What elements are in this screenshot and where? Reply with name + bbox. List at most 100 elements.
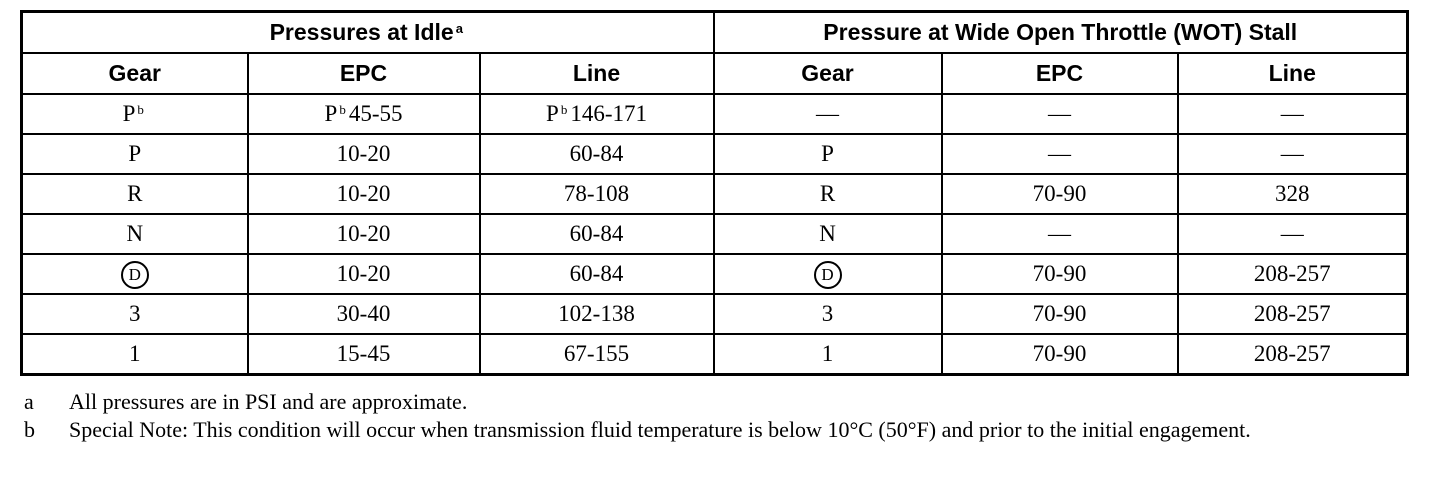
- cell-text: 1: [129, 341, 141, 366]
- column-header: Gear: [712, 52, 943, 95]
- column-header: EPC: [940, 52, 1179, 95]
- table-cell: R: [20, 173, 249, 215]
- circled-gear: D: [813, 260, 842, 289]
- footnote-text: Special Note: This condition will occur …: [69, 417, 1251, 442]
- cell-text: 208-257: [1253, 341, 1331, 366]
- cell-text: P: [122, 101, 136, 126]
- cell-text: —: [1280, 221, 1304, 246]
- table-row: 3 30-40 102-138 3 70-90 208-257: [20, 293, 1409, 335]
- footnote-mark: b: [137, 102, 144, 117]
- table-row: R 10-20 78-108 R 70-90 328: [20, 173, 1409, 215]
- cell-text: 208-257: [1253, 261, 1331, 286]
- table-row: D 10-20 60-84 D 70-90 208-257: [20, 253, 1409, 295]
- cell-text: EPC: [1035, 60, 1084, 86]
- footnote-text: All pressures are in PSI and are approxi…: [69, 389, 468, 414]
- pressure-table: Pressures at Idle a Pressure at Wide Open …: [20, 10, 1409, 376]
- cell-text: N: [126, 221, 144, 246]
- group-header: Pressures at Idle a: [20, 10, 715, 54]
- cell-text: 78-108: [563, 181, 630, 206]
- cell-text: EPC: [339, 60, 388, 86]
- cell-text: 1: [821, 341, 834, 366]
- column-header-row: Gear EPC Line Gear EPC Line: [20, 52, 1409, 95]
- footnote-mark: b: [560, 102, 568, 117]
- cell-text: P: [324, 101, 338, 126]
- table-cell: P: [20, 133, 249, 175]
- table-cell: —: [940, 213, 1179, 255]
- group-header-row: Pressures at Idle a Pressure at Wide Open …: [20, 10, 1409, 54]
- table-cell: 10-20: [246, 253, 481, 295]
- cell-text: 146-171: [570, 101, 647, 126]
- table-cell: 10-20: [246, 173, 481, 215]
- cell-text: 10-20: [336, 221, 391, 246]
- column-header: Line: [1176, 52, 1409, 95]
- table-cell: 208-257: [1176, 333, 1409, 376]
- cell-text: P: [546, 101, 559, 126]
- table-cell: 3: [712, 293, 943, 335]
- table-cell: 208-257: [1176, 293, 1409, 335]
- table-cell: 67-155: [478, 333, 715, 376]
- cell-text: P: [128, 141, 142, 166]
- cell-text: R: [819, 181, 836, 206]
- cell-text: 10-20: [336, 261, 391, 286]
- table-cell: 1: [20, 333, 249, 376]
- cell-text: 70-90: [1032, 341, 1087, 366]
- table-cell: 3: [20, 293, 249, 335]
- table-cell: 70-90: [940, 333, 1179, 376]
- cell-text: 60-84: [569, 261, 624, 286]
- cell-text: 30-40: [336, 301, 391, 326]
- footnote: b Special Note: This condition will occur…: [20, 416, 1420, 444]
- table-cell: 78-108: [478, 173, 715, 215]
- footnote: a All pressures are in PSI and are approx…: [20, 388, 1420, 416]
- table-row: 1 15-45 67-155 1 70-90 208-257: [20, 333, 1409, 376]
- footnote-mark: b: [339, 102, 346, 117]
- table-cell: 60-84: [478, 253, 715, 295]
- table-cell: —: [940, 93, 1179, 135]
- table-cell: N: [712, 213, 943, 255]
- cell-text: 10-20: [336, 181, 391, 206]
- cell-text: Gear: [108, 60, 161, 86]
- cell-text: 208-257: [1253, 301, 1331, 326]
- cell-text: 60-84: [569, 141, 624, 166]
- cell-text: P: [821, 141, 834, 166]
- table-cell: —: [712, 93, 943, 135]
- group-header: Pressure at Wide Open Throttle (WOT) Sta…: [712, 10, 1409, 54]
- footnotes: a All pressures are in PSI and are approx…: [20, 388, 1420, 444]
- cell-text: —: [1280, 101, 1304, 126]
- cell-text: 102-138: [558, 301, 635, 326]
- table-cell: 15-45: [246, 333, 481, 376]
- table-cell: 70-90: [940, 253, 1179, 295]
- table-cell: 328: [1176, 173, 1409, 215]
- table-cell: D: [712, 253, 943, 295]
- cell-text: 15-45: [336, 341, 391, 366]
- cell-text: —: [1280, 141, 1304, 166]
- cell-text: 67-155: [563, 341, 630, 366]
- cell-text: N: [819, 221, 836, 246]
- table-cell: N: [20, 213, 249, 255]
- cell-text: Line: [1268, 60, 1316, 86]
- table-cell: 70-90: [940, 293, 1179, 335]
- cell-text: Pressure at Wide Open Throttle (WOT) Sta…: [823, 19, 1298, 45]
- table-cell: 10-20: [246, 133, 481, 175]
- cell-text: —: [816, 101, 839, 126]
- column-header: EPC: [246, 52, 481, 95]
- column-header: Line: [478, 52, 715, 95]
- table-cell: R: [712, 173, 943, 215]
- table-row: P 10-20 60-84 P — —: [20, 133, 1409, 175]
- cell-text: 328: [1275, 181, 1310, 206]
- table-cell: 208-257: [1176, 253, 1409, 295]
- cell-text: 3: [129, 301, 141, 326]
- cell-text: R: [127, 181, 143, 206]
- cell-text: Line: [572, 60, 621, 86]
- table-cell: 60-84: [478, 213, 715, 255]
- cell-text: 10-20: [336, 141, 391, 166]
- cell-text: 70-90: [1032, 301, 1087, 326]
- footnote-mark: a: [455, 21, 463, 36]
- table-row: N 10-20 60-84 N — —: [20, 213, 1409, 255]
- table-cell: —: [1176, 133, 1409, 175]
- cell-text: 70-90: [1032, 261, 1087, 286]
